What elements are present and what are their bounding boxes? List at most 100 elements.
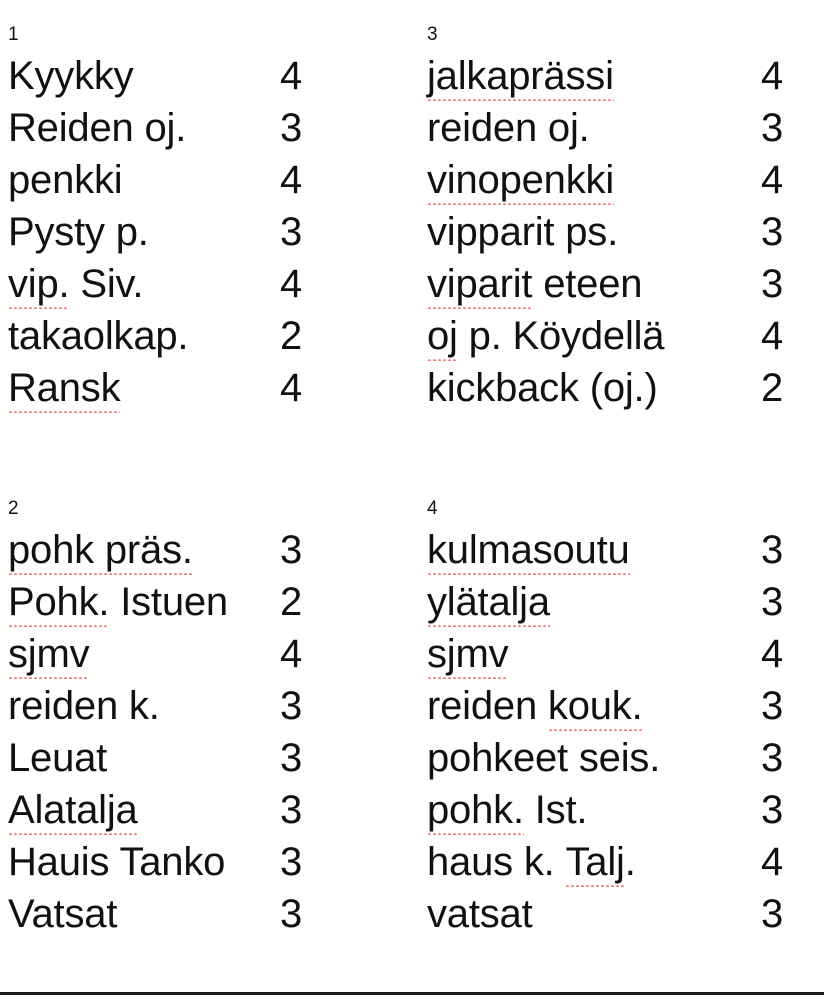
exercise-row[interactable]: Kyykky 4 [8, 50, 402, 102]
exercise-row[interactable]: kickback (oj.) 2 [427, 362, 814, 414]
left-column: 1 Kyykky 4 Reiden oj. 3 penkki 4 [0, 0, 412, 940]
exercise-list-1: Kyykky 4 Reiden oj. 3 penkki 4 Pysty p. … [8, 50, 402, 414]
workout-block-2: 2 pohk präs. 3 Pohk. Istuen 2 sjmv 4 [8, 474, 402, 940]
exercise-sets: 4 [280, 632, 303, 676]
exercise-row[interactable]: pohkeet seis. 3 [427, 732, 814, 784]
exercise-row[interactable]: Alatalja 3 [8, 784, 402, 836]
block-title-4: 4 [427, 498, 438, 519]
exercise-row[interactable]: sjmv 4 [8, 628, 402, 680]
exercise-sets: 3 [280, 528, 303, 572]
exercise-sets: 3 [280, 684, 303, 728]
block-title-1: 1 [8, 24, 19, 45]
exercise-row[interactable]: pohk präs. 3 [8, 524, 402, 576]
exercise-row[interactable]: penkki 4 [8, 154, 402, 206]
workout-block-4: 4 kulmasoutu 3 ylätalja 3 sjmv 4 [427, 474, 814, 940]
exercise-name: ylätalja [427, 576, 761, 628]
exercise-name-lead: reiden [427, 684, 548, 728]
exercise-sets: 4 [761, 54, 784, 98]
exercise-sets: 4 [280, 54, 303, 98]
exercise-row[interactable]: vipparit ps. 3 [427, 206, 814, 258]
spellcheck-underline: Pohk. [8, 576, 110, 628]
workout-columns: 1 Kyykky 4 Reiden oj. 3 penkki 4 [0, 0, 824, 940]
exercise-sets: 4 [761, 158, 784, 202]
exercise-row[interactable]: pohk. Ist. 3 [427, 784, 814, 836]
spellcheck-underline: pohk präs. [8, 524, 193, 576]
exercise-name: Pysty p. [8, 210, 149, 254]
exercise-sets: 2 [280, 580, 303, 624]
exercise-row[interactable]: haus k. Talj. 4 [427, 836, 814, 888]
exercise-list-3: jalkaprässi 4 reiden oj. 3 vinopenkki 4 … [427, 50, 814, 414]
exercise-name-rest: Siv. [69, 262, 144, 306]
exercise-row[interactable]: vatsat 3 [427, 888, 814, 940]
spellcheck-underline: kulmasoutu [427, 524, 630, 576]
spellcheck-underline: vinopenkki [427, 154, 614, 206]
spellcheck-underline: oj [427, 310, 458, 362]
exercise-row[interactable]: viparit eteen 3 [427, 258, 814, 310]
spellcheck-underline: kouk. [547, 680, 643, 732]
exercise-name: sjmv [427, 628, 761, 680]
exercise-sets: 3 [761, 210, 784, 254]
spellcheck-underline: vip. [8, 258, 70, 310]
exercise-sets: 3 [761, 580, 784, 624]
exercise-row[interactable]: Reiden oj. 3 [8, 102, 402, 154]
exercise-sets: 2 [280, 314, 303, 358]
exercise-list-2: pohk präs. 3 Pohk. Istuen 2 sjmv 4 reide… [8, 524, 402, 940]
exercise-sets: 3 [761, 736, 784, 780]
exercise-name: vip. Siv. [8, 258, 280, 310]
exercise-row[interactable]: vip. Siv. 4 [8, 258, 402, 310]
exercise-row[interactable]: sjmv 4 [427, 628, 814, 680]
exercise-sets: 2 [761, 366, 784, 410]
spellcheck-underline: Alatalja [8, 784, 138, 836]
exercise-row[interactable]: Ransk 4 [8, 362, 402, 414]
exercise-name: oj p. Köydellä [427, 310, 761, 362]
exercise-name: reiden k. [8, 684, 160, 728]
exercise-row[interactable]: takaolkap. 2 [8, 310, 402, 362]
exercise-sets: 3 [761, 106, 784, 150]
exercise-name-lead: haus k. [427, 840, 566, 884]
exercise-sets: 3 [280, 840, 303, 884]
exercise-sets: 3 [761, 788, 784, 832]
exercise-name-rest: Istuen [109, 580, 228, 624]
spellcheck-underline: Talj [565, 836, 625, 888]
exercise-name-rest: . [624, 840, 636, 884]
exercise-name: pohk präs. [8, 524, 280, 576]
exercise-name: reiden oj. [427, 106, 590, 150]
spellcheck-underline: pohk. [427, 784, 524, 836]
workout-block-3: 3 jalkaprässi 4 reiden oj. 3 vinopenkki … [427, 0, 814, 414]
workout-block-1: 1 Kyykky 4 Reiden oj. 3 penkki 4 [8, 0, 402, 414]
exercise-name: vipparit ps. [427, 210, 619, 254]
page-bottom-rule [0, 992, 824, 995]
exercise-sets: 3 [280, 788, 303, 832]
exercise-name: viparit eteen [427, 258, 761, 310]
exercise-sets: 3 [761, 262, 784, 306]
exercise-row[interactable]: Pysty p. 3 [8, 206, 402, 258]
exercise-row[interactable]: Vatsat 3 [8, 888, 402, 940]
exercise-row[interactable]: vinopenkki 4 [427, 154, 814, 206]
exercise-row[interactable]: reiden oj. 3 [427, 102, 814, 154]
exercise-sets: 4 [280, 366, 303, 410]
exercise-row[interactable]: jalkaprässi 4 [427, 50, 814, 102]
exercise-sets: 4 [761, 632, 784, 676]
exercise-sets: 3 [761, 892, 784, 936]
right-column: 3 jalkaprässi 4 reiden oj. 3 vinopenkki … [412, 0, 824, 940]
block-separator [427, 414, 814, 474]
exercise-sets: 3 [280, 892, 303, 936]
exercise-row[interactable]: reiden kouk. 3 [427, 680, 814, 732]
exercise-sets: 4 [761, 314, 784, 358]
exercise-row[interactable]: Leuat 3 [8, 732, 402, 784]
exercise-sets: 3 [280, 736, 303, 780]
exercise-name: vinopenkki [427, 154, 761, 206]
exercise-row[interactable]: kulmasoutu 3 [427, 524, 814, 576]
exercise-row[interactable]: Hauis Tanko 3 [8, 836, 402, 888]
exercise-row[interactable]: reiden k. 3 [8, 680, 402, 732]
exercise-row[interactable]: oj p. Köydellä 4 [427, 310, 814, 362]
exercise-name: penkki [8, 158, 123, 202]
exercise-name: Leuat [8, 736, 108, 780]
exercise-name: haus k. Talj. [427, 836, 761, 888]
exercise-name: Pohk. Istuen [8, 576, 280, 628]
exercise-row[interactable]: Pohk. Istuen 2 [8, 576, 402, 628]
exercise-name-rest: eteen [532, 262, 643, 306]
exercise-row[interactable]: ylätalja 3 [427, 576, 814, 628]
exercise-name: sjmv [8, 628, 280, 680]
